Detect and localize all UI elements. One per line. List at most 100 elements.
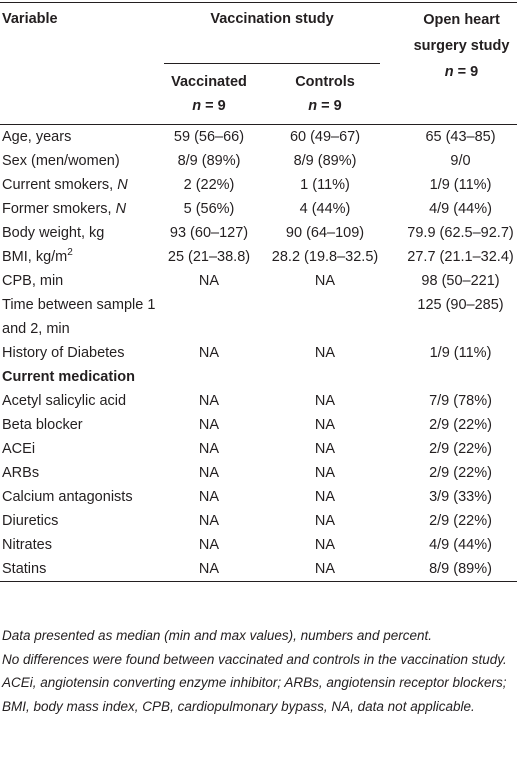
label-text: Statins bbox=[2, 561, 47, 577]
header-text: Vaccinated bbox=[171, 74, 247, 90]
cell-value: 4/9 (44%) bbox=[429, 537, 492, 553]
cell-value: 90 (64–109) bbox=[285, 225, 365, 241]
header-italic: n bbox=[444, 64, 454, 80]
table-row: ACEi NA NA 2/9 (22%) bbox=[0, 437, 517, 461]
table-row: History of Diabetes NA NA 1/9 (11%) bbox=[0, 341, 517, 365]
table-row: Nitrates NA NA 4/9 (44%) bbox=[0, 533, 517, 557]
cell: 4/9 (44%) bbox=[392, 533, 517, 557]
row-label: Time between sample 1 and 2, min bbox=[0, 293, 160, 341]
cell: NA bbox=[160, 413, 258, 437]
row-label: CPB, min bbox=[0, 269, 160, 293]
cell-value: 2 (22%) bbox=[183, 177, 235, 193]
cell: 79.9 (62.5–92.7) bbox=[392, 221, 517, 245]
header-text: = 9 bbox=[321, 98, 342, 114]
label-text: Diuretics bbox=[2, 513, 59, 529]
cell: NA bbox=[160, 341, 258, 365]
cell: 25 (21–38.8) bbox=[160, 245, 258, 269]
header-text: Open heart surgery study bbox=[413, 12, 510, 54]
cell: 60 (49–67) bbox=[258, 125, 392, 150]
cell: 2/9 (22%) bbox=[392, 437, 517, 461]
cell bbox=[258, 293, 392, 341]
label-text: Calcium antagonists bbox=[2, 489, 133, 505]
cell-value: NA bbox=[198, 513, 220, 529]
cell-value: NA bbox=[198, 417, 220, 433]
cell: 1/9 (11%) bbox=[392, 173, 517, 197]
label-text: Age, years bbox=[2, 129, 72, 145]
cell-value: NA bbox=[198, 537, 220, 553]
cell: 98 (50–221) bbox=[392, 269, 517, 293]
cell-value: 79.9 (62.5–92.7) bbox=[407, 225, 514, 241]
cell-value: 1/9 (11%) bbox=[429, 345, 492, 361]
cell bbox=[160, 293, 258, 341]
header-cell: Controls n = 9 bbox=[258, 64, 392, 125]
label-text: Nitrates bbox=[2, 537, 52, 553]
footnotes: Data presented as median (min and max va… bbox=[2, 624, 514, 718]
row-label: ARBs bbox=[0, 461, 160, 485]
cell-value: 1/9 (11%) bbox=[429, 177, 492, 193]
cell: NA bbox=[160, 557, 258, 582]
label-text: Acetyl salicylic acid bbox=[2, 393, 127, 409]
table-row: Current medication bbox=[0, 365, 517, 389]
row-label: Calcium antagonists bbox=[0, 485, 160, 509]
cell-value: NA bbox=[314, 441, 336, 457]
footnote: ACEi, angiotensin converting enzyme inhi… bbox=[2, 675, 507, 714]
cell-value: NA bbox=[314, 273, 336, 289]
cell-value: 9/0 bbox=[450, 153, 471, 169]
row-label: Statins bbox=[0, 557, 160, 582]
row-label: Diuretics bbox=[0, 509, 160, 533]
cell: 1 (11%) bbox=[258, 173, 392, 197]
cell: 4 (44%) bbox=[258, 197, 392, 221]
row-label: Body weight, kg bbox=[0, 221, 160, 245]
cell: NA bbox=[160, 389, 258, 413]
footnote: Data presented as median (min and max va… bbox=[2, 628, 432, 643]
table-row: Current smokers, N 2 (22%) 1 (11%) 1/9 (11%… bbox=[0, 173, 517, 197]
table-row: Age, years 59 (56–66) 60 (49–67) 65 (43–85) bbox=[0, 125, 517, 150]
cell-value: 4/9 (44%) bbox=[429, 201, 492, 217]
cell-value: 2/9 (22%) bbox=[429, 465, 492, 481]
cell: 90 (64–109) bbox=[258, 221, 392, 245]
section-heading: Current medication bbox=[2, 369, 135, 385]
label-text: Time between sample 1 and 2, min bbox=[2, 297, 156, 337]
cell: NA bbox=[258, 413, 392, 437]
cell: 28.2 (19.8–32.5) bbox=[258, 245, 392, 269]
cell-value: 60 (49–67) bbox=[289, 129, 361, 145]
cell-value: NA bbox=[314, 513, 336, 529]
cell: NA bbox=[258, 269, 392, 293]
table-row: ARBs NA NA 2/9 (22%) bbox=[0, 461, 517, 485]
cell-value: NA bbox=[314, 561, 336, 577]
header-group: Vaccination study bbox=[160, 3, 392, 64]
header-cell: Variable bbox=[2, 11, 58, 27]
label-sup: 2 bbox=[67, 247, 73, 259]
cell-value: 5 (56%) bbox=[183, 201, 235, 217]
cell-value: 4 (44%) bbox=[299, 201, 351, 217]
row-label: Age, years bbox=[0, 125, 160, 150]
label-text: CPB, min bbox=[2, 273, 64, 289]
table-row: Calcium antagonists NA NA 3/9 (33%) bbox=[0, 485, 517, 509]
header-text: Controls bbox=[295, 74, 355, 90]
row-label: Acetyl salicylic acid bbox=[0, 389, 160, 413]
cell: NA bbox=[258, 533, 392, 557]
cell-value: 8/9 (89%) bbox=[177, 153, 241, 169]
table-row: Body weight, kg 93 (60–127) 90 (64–109) 79.… bbox=[0, 221, 517, 245]
table-row: Statins NA NA 8/9 (89%) bbox=[0, 557, 517, 582]
cell: NA bbox=[160, 461, 258, 485]
cell: 59 (56–66) bbox=[160, 125, 258, 150]
label-text: Current smokers, bbox=[2, 177, 118, 193]
cell-value: NA bbox=[314, 393, 336, 409]
label-text: Beta blocker bbox=[2, 417, 83, 433]
data-table: Variable Vaccination study Open heart su… bbox=[0, 2, 517, 582]
label-text: History of Diabetes bbox=[2, 345, 125, 361]
cell-value: 8/9 (89%) bbox=[429, 561, 492, 577]
header-cell: Vaccinated n = 9 bbox=[160, 64, 258, 125]
label-text: ACEi bbox=[2, 441, 36, 457]
cell: NA bbox=[258, 509, 392, 533]
cell-value: 3/9 (33%) bbox=[429, 489, 492, 505]
cell-value: NA bbox=[314, 417, 336, 433]
group-label: Vaccination study bbox=[164, 7, 381, 64]
cell: NA bbox=[160, 533, 258, 557]
cell-value: 2/9 (22%) bbox=[429, 441, 492, 457]
cell-value: 65 (43–85) bbox=[425, 129, 496, 145]
cell: NA bbox=[258, 389, 392, 413]
row-label: Beta blocker bbox=[0, 413, 160, 437]
row-label: Former smokers, N bbox=[0, 197, 160, 221]
